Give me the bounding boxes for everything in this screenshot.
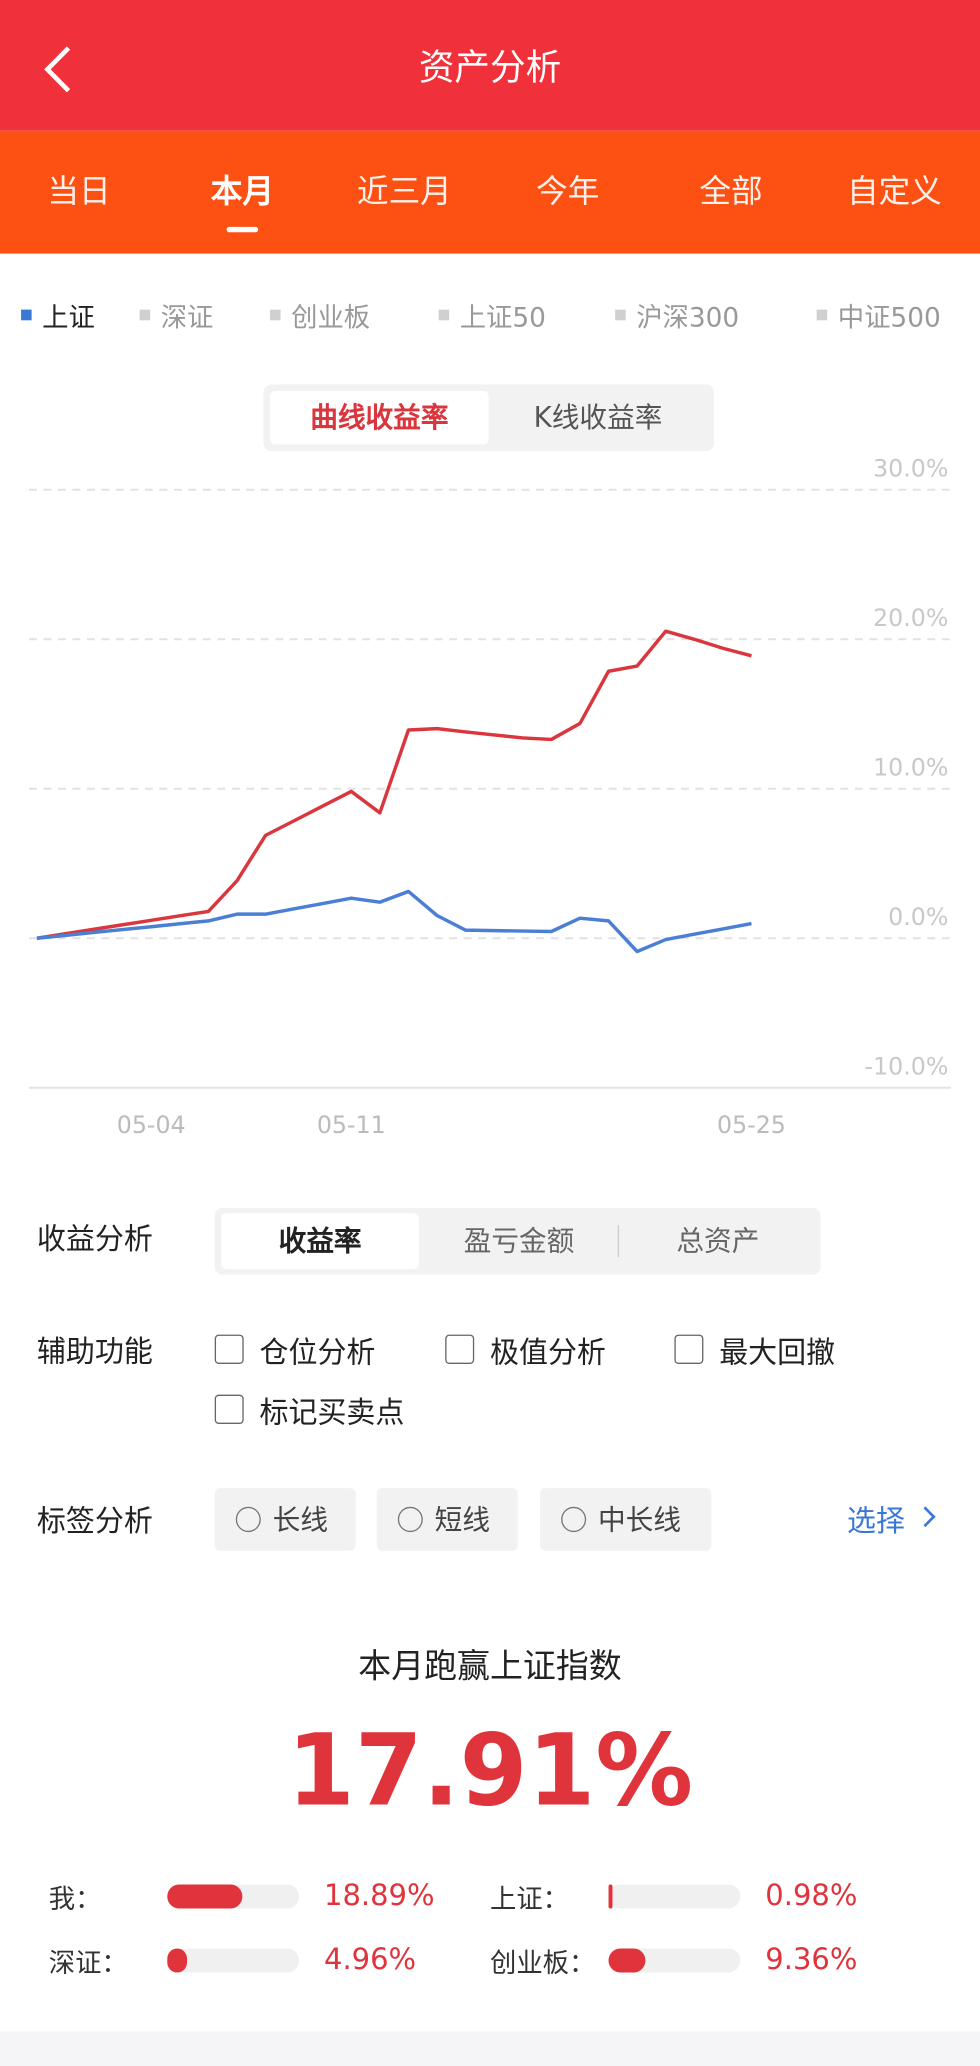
segment-active-bg [221,1213,419,1270]
index-tab[interactable]: 上证50 [459,300,546,333]
tag-label: 长线 [272,1504,328,1537]
series-line [36,889,752,954]
checkbox-label: 极值分析 [489,1337,606,1371]
x-tick-label: 05-04 [117,1111,186,1139]
period-tab[interactable]: 全部 [699,172,763,211]
bar-fill [167,1884,242,1909]
y-tick-label: 30.0% [873,454,948,482]
compare-value: 0.98% [765,1879,858,1914]
period-tab[interactable]: 当日 [47,172,111,211]
compare-label: 我： [48,1882,102,1915]
index-dot [438,309,450,321]
checkbox-label: 标记买卖点 [259,1397,405,1431]
bar-fill [608,1948,646,1973]
index-tab[interactable]: 深证 [160,300,214,333]
index-tab[interactable]: 沪深300 [636,300,740,333]
bar-fill [167,1948,187,1973]
segment-option[interactable]: 盈亏金额 [463,1225,575,1258]
series-line [36,629,752,940]
bar-track [167,1948,300,1973]
summary-value: 17.91% [287,1713,693,1829]
index-tab[interactable]: 中证500 [837,300,941,333]
section-label: 辅助功能 [36,1335,153,1370]
select-link[interactable]: 选择 [846,1505,905,1539]
compare-value: 18.89% [324,1879,435,1914]
header [0,0,980,131]
checkbox[interactable] [214,1334,244,1364]
y-tick-label: -10.0% [865,1052,949,1080]
x-tick-label: 05-25 [717,1111,786,1139]
segment-option[interactable]: 收益率 [278,1225,362,1258]
footer-band [0,2031,980,2066]
chart-toggle-option[interactable]: 曲线收益率 [310,401,449,434]
y-tick-label: 0.0% [888,903,948,931]
segment-divider [617,1225,620,1258]
radio [397,1506,423,1533]
tag-label: 中长线 [598,1504,681,1537]
summary-title: 本月跑赢上证指数 [358,1646,622,1686]
index-dot [270,309,281,321]
index-dot [816,309,828,321]
x-tick-label: 05-11 [317,1111,386,1139]
checkbox[interactable] [674,1334,704,1364]
y-tick-label: 20.0% [873,604,948,632]
page-title: 资产分析 [418,47,562,89]
period-tab[interactable]: 近三月 [356,172,452,211]
radio [561,1506,587,1533]
chart-toggle-option[interactable]: K线收益率 [533,401,663,434]
compare-value: 9.36% [765,1943,858,1978]
toggle-active-bg [270,391,489,445]
y-tick-label: 10.0% [873,753,948,781]
compare-value: 4.96% [324,1943,417,1978]
bar-track [608,1884,741,1909]
chevron [915,1506,936,1528]
back-button[interactable] [40,43,80,96]
index-tab[interactable]: 创业板 [291,300,371,333]
line-chart: -10.0% 0.0% 10.0% 20.0% 30.0% 05-04 05-11 05-25 [28,454,952,1139]
section-label: 收益分析 [36,1223,153,1258]
bar-fill [608,1884,613,1909]
segment-option[interactable]: 总资产 [676,1225,760,1258]
checkbox-label: 最大回撤 [719,1337,836,1371]
index-dot [139,309,151,321]
tag-label: 短线 [434,1504,490,1537]
index-dot [21,309,32,321]
period-tab[interactable]: 自定义 [846,172,942,211]
index-tab[interactable]: 上证 [42,300,95,333]
period-tab-bar [0,130,980,254]
compare-label: 上证： [489,1882,570,1915]
period-tab[interactable]: 今年 [536,172,600,211]
index-dot [615,309,626,321]
section-label: 标签分析 [36,1505,153,1539]
period-tab[interactable]: 本月 [210,172,274,211]
checkbox[interactable] [445,1334,475,1364]
radio [235,1506,261,1533]
compare-label: 创业板： [489,1946,596,1979]
compare-label: 深证： [48,1946,128,1979]
checkbox[interactable] [214,1394,244,1425]
tab-indicator [226,226,259,233]
checkbox-label: 仓位分析 [259,1337,376,1371]
